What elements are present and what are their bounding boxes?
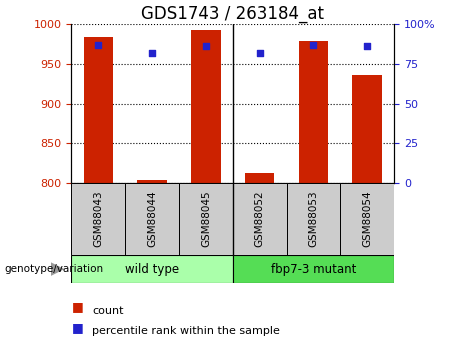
Text: ■: ■: [71, 321, 83, 334]
Polygon shape: [51, 262, 65, 276]
Bar: [353, 75, 382, 183]
Text: GSM88054: GSM88054: [362, 191, 372, 247]
Text: count: count: [92, 306, 124, 315]
Bar: [299, 41, 328, 183]
Bar: [83, 37, 113, 183]
Text: ■: ■: [71, 300, 83, 314]
Title: GDS1743 / 263184_at: GDS1743 / 263184_at: [142, 5, 324, 23]
Point: [95, 42, 102, 48]
Text: GSM88044: GSM88044: [147, 191, 157, 247]
Text: GSM88043: GSM88043: [93, 191, 103, 247]
Point: [310, 42, 317, 48]
Text: percentile rank within the sample: percentile rank within the sample: [92, 326, 280, 336]
Bar: [245, 172, 274, 183]
Point: [256, 50, 263, 56]
Point: [202, 43, 210, 49]
Bar: [179, 183, 233, 255]
Point: [148, 50, 156, 56]
Text: GSM88045: GSM88045: [201, 191, 211, 247]
Point: [364, 43, 371, 49]
Bar: [125, 183, 179, 255]
Text: fbp7-3 mutant: fbp7-3 mutant: [271, 263, 356, 276]
Text: wild type: wild type: [125, 263, 179, 276]
Bar: [71, 183, 125, 255]
Bar: [340, 183, 394, 255]
Bar: [71, 255, 233, 283]
Bar: [233, 183, 287, 255]
Bar: [137, 180, 167, 183]
Text: genotype/variation: genotype/variation: [5, 264, 104, 274]
Bar: [233, 255, 394, 283]
Text: GSM88052: GSM88052: [254, 191, 265, 247]
Text: GSM88053: GSM88053: [308, 191, 319, 247]
Bar: [191, 30, 221, 183]
Bar: [287, 183, 340, 255]
